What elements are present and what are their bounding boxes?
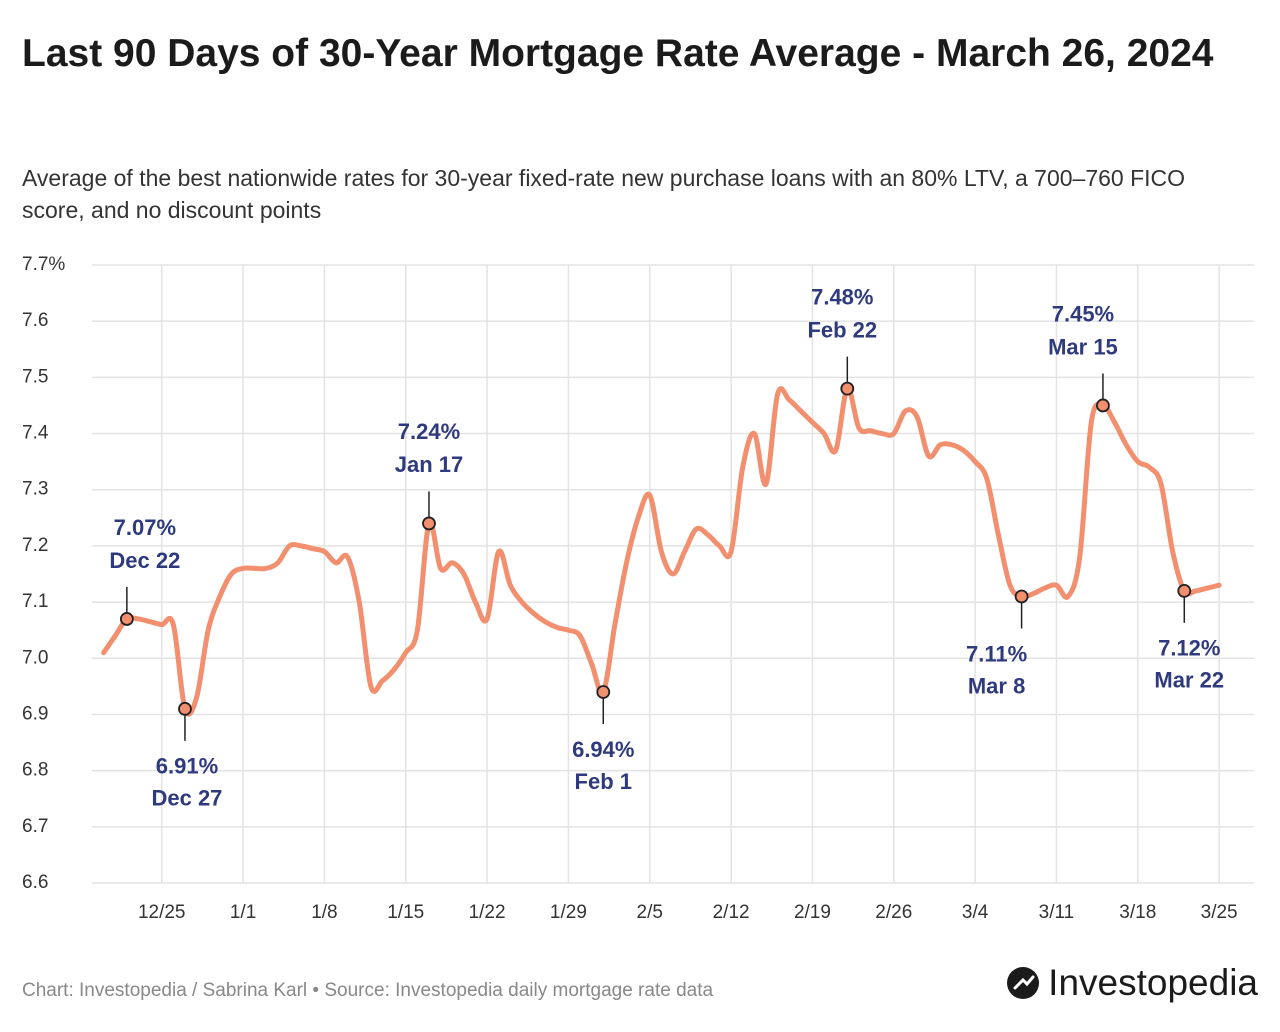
annotation-marker	[1096, 398, 1110, 413]
annotation-value: 7.12%	[1158, 636, 1220, 661]
x-tick-label: 2/26	[875, 902, 912, 923]
annotation-marker	[178, 701, 192, 716]
annotation-value: 7.11%	[966, 641, 1027, 666]
y-tick-label: 7.4	[22, 423, 49, 444]
x-tick-label: 3/4	[962, 902, 989, 923]
annotation-date: Mar 22	[1154, 668, 1224, 693]
annotation-value: 6.94%	[572, 737, 634, 762]
annotation-date: Mar 8	[968, 673, 1025, 698]
x-tick-label: 3/11	[1039, 902, 1075, 923]
y-tick-label: 7.7%	[22, 254, 65, 275]
logo-text: Investopedia	[1048, 962, 1258, 1003]
annotation-marker	[1014, 589, 1029, 604]
y-tick-label: 7.0	[22, 647, 48, 668]
annotation-date: Dec 27	[151, 786, 222, 811]
y-tick-label: 6.9	[22, 703, 48, 724]
x-tick-label: 1/29	[550, 902, 587, 923]
chart-title: Last 90 Days of 30-Year Mortgage Rate Av…	[22, 32, 1214, 75]
annotation-date: Mar 15	[1048, 334, 1118, 359]
x-tick-label: 2/5	[637, 902, 663, 923]
x-tick-label: 12/25	[138, 902, 186, 923]
source-note: Chart: Investopedia / Sabrina Karl • Sou…	[22, 980, 714, 1001]
annotation-marker	[840, 381, 855, 396]
logo: Investopedia	[1006, 962, 1258, 1004]
annotation-marker	[1177, 583, 1192, 598]
y-tick-label: 7.1	[22, 591, 48, 612]
line	[101, 386, 1222, 717]
annotation-value: 7.07%	[114, 515, 176, 540]
logo-icon	[1007, 967, 1040, 999]
x-tick-label: 1/22	[469, 902, 506, 923]
annotation-value: 6.91%	[156, 754, 218, 779]
annotation-value: 7.24%	[398, 419, 460, 444]
annotation-marker	[422, 516, 436, 531]
annotation-date: Feb 1	[575, 769, 632, 794]
x-tick-label: 1/15	[387, 902, 424, 923]
annotation-date: Feb 22	[807, 317, 877, 342]
y-tick-label: 6.7	[22, 816, 48, 837]
annotation-date: Dec 22	[109, 548, 180, 573]
x-tick-label: 1/8	[311, 902, 337, 923]
y-tick-label: 6.6	[22, 872, 48, 893]
annotation-marker	[119, 612, 134, 626]
y-tick-label: 7.5	[22, 366, 48, 387]
x-tick-label: 2/12	[713, 902, 750, 923]
y-tick-label: 7.6	[22, 310, 48, 331]
annotation-date: Jan 17	[395, 452, 464, 477]
y-tick-label: 7.3	[22, 479, 48, 500]
annotation-value: 7.48%	[811, 284, 873, 309]
x-tick-label: 3/18	[1119, 902, 1156, 923]
x-tick-label: 3/25	[1201, 902, 1238, 923]
x-tick-label: 1/1	[230, 902, 256, 923]
x-tick-label: 2/19	[794, 902, 831, 923]
chart-subtitle: Average of the best nationwide rates for…	[22, 165, 1186, 223]
annotation-marker	[596, 685, 611, 699]
y-tick-label: 6.8	[22, 760, 48, 781]
y-tick-label: 7.2	[22, 535, 48, 556]
annotation-value: 7.45%	[1052, 301, 1114, 326]
